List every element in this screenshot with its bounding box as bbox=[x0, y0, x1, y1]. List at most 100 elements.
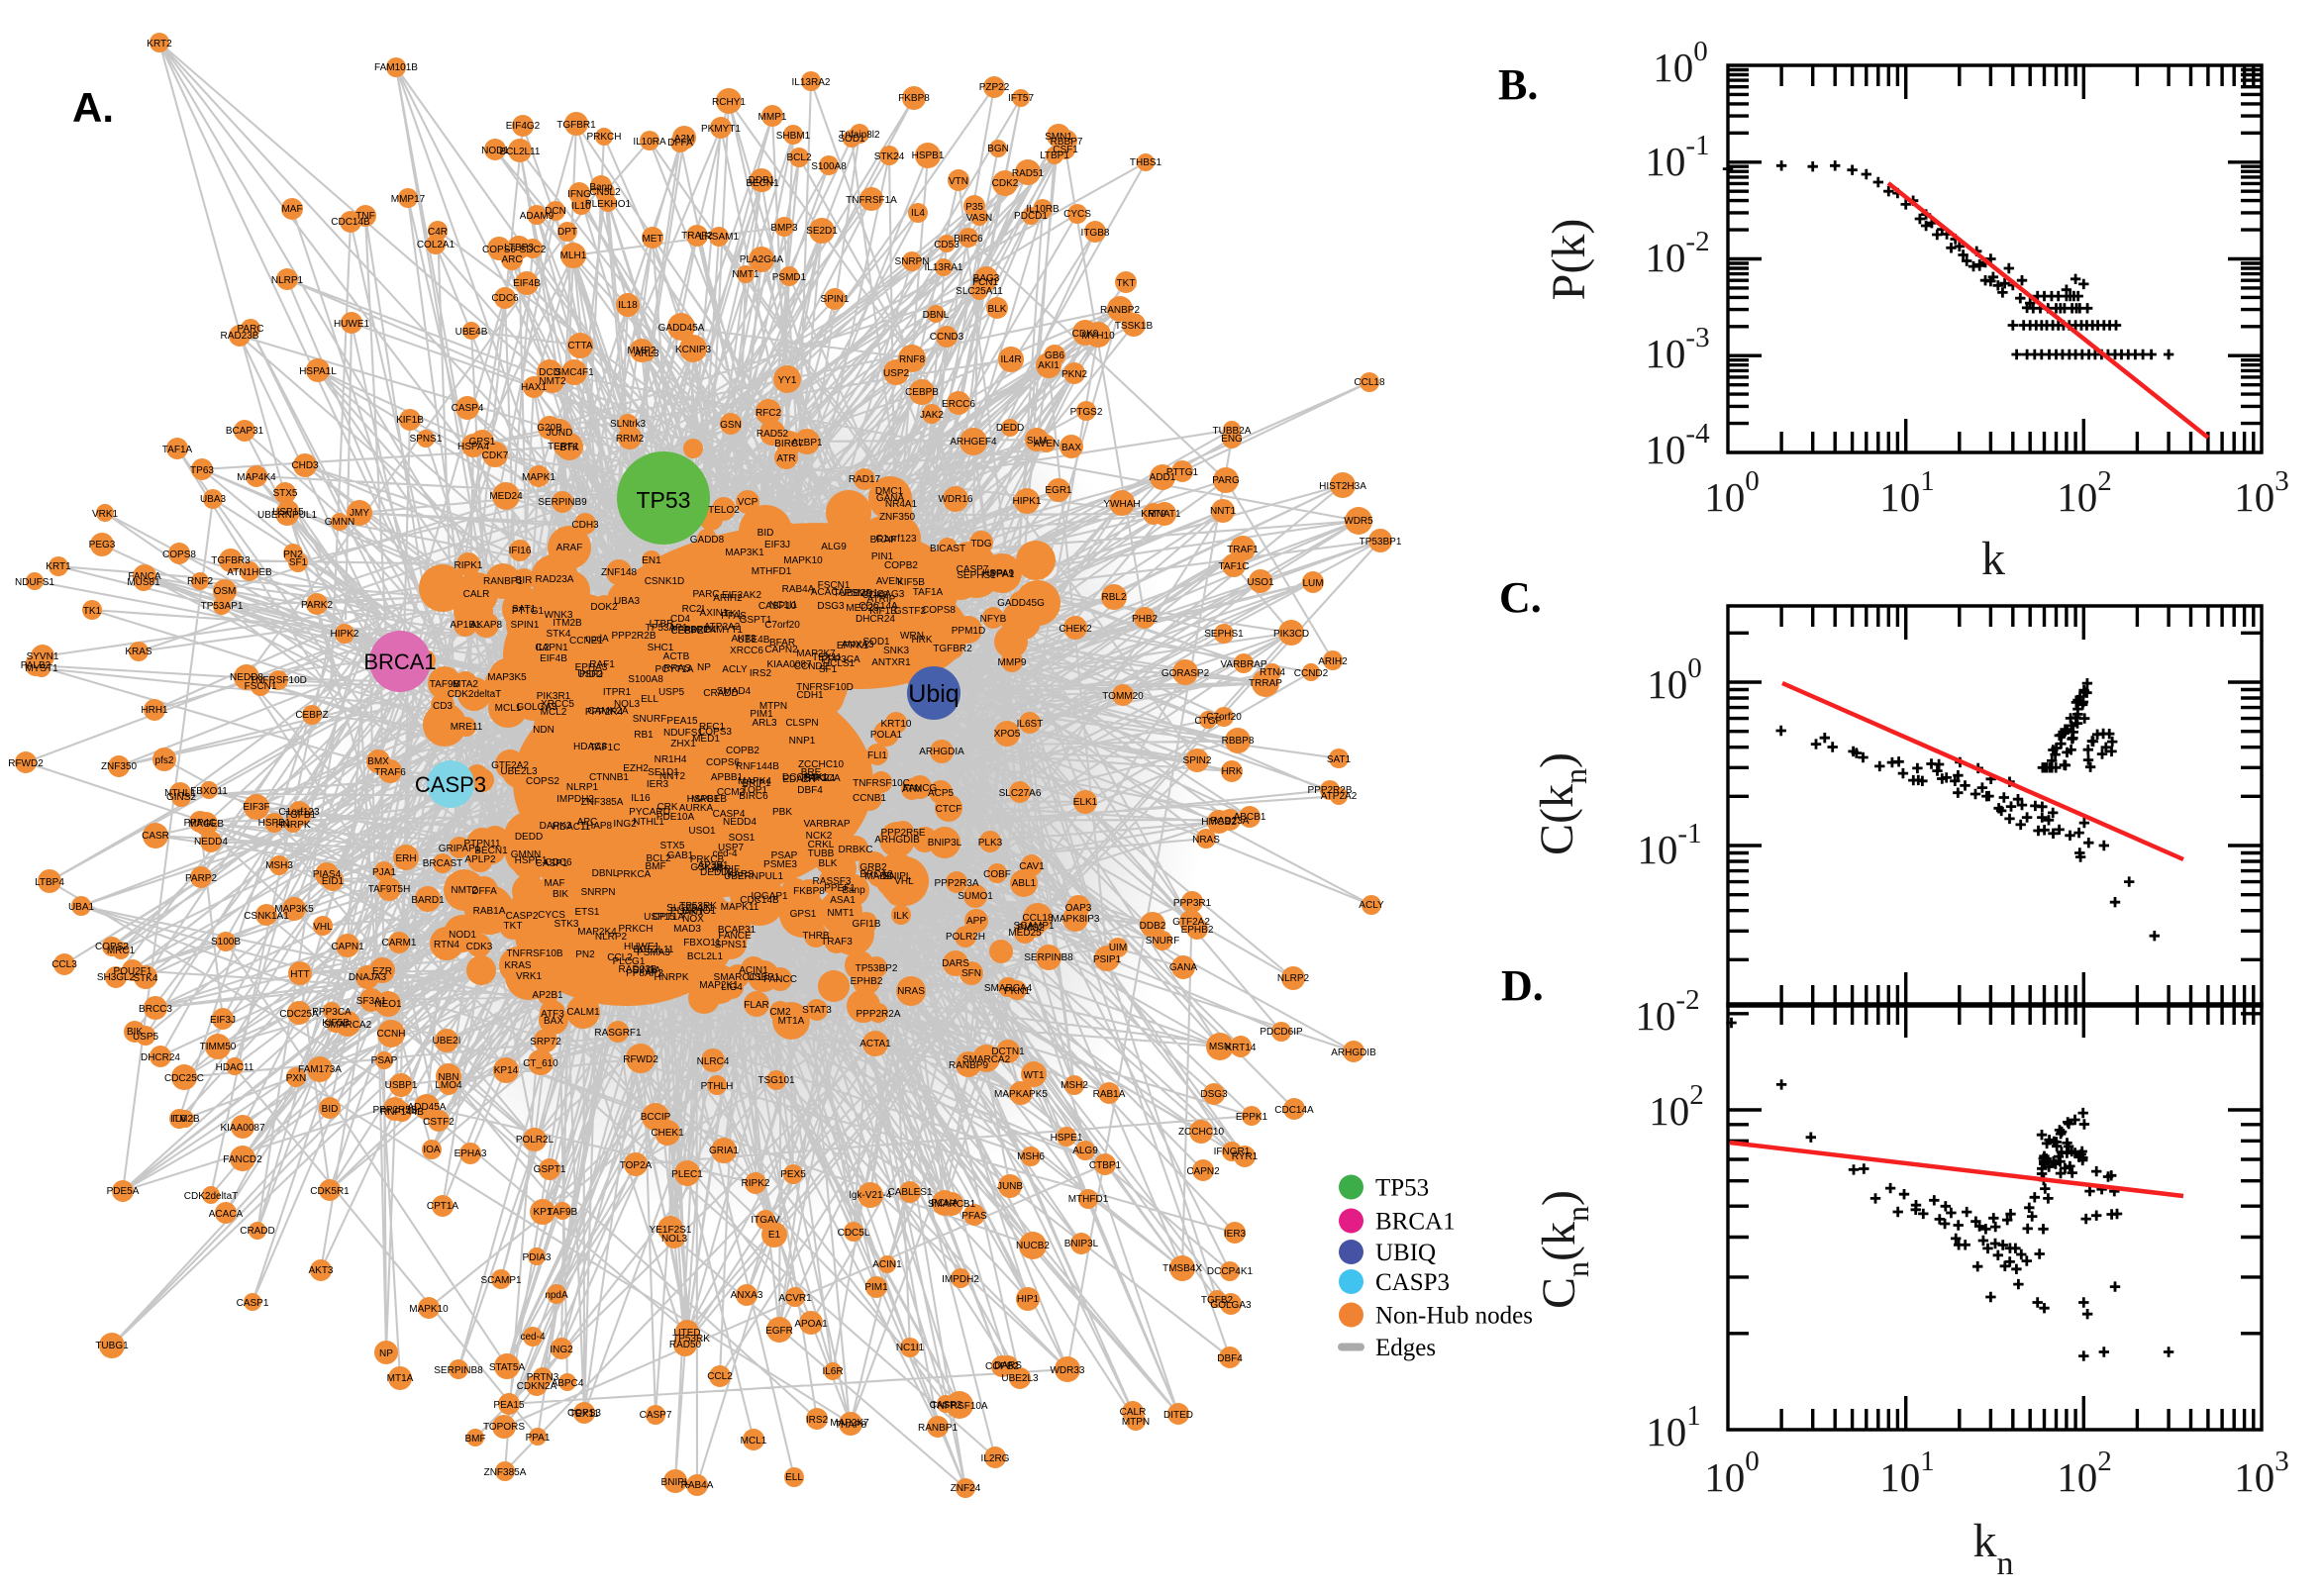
svg-text:RTN4: RTN4 bbox=[1260, 667, 1285, 678]
svg-text:LUM: LUM bbox=[1302, 578, 1323, 589]
svg-text:SMARCB1: SMARCB1 bbox=[928, 1199, 976, 1210]
svg-text:IFT57: IFT57 bbox=[1008, 93, 1035, 104]
svg-text:APC: APC bbox=[577, 817, 598, 828]
svg-text:MMP17: MMP17 bbox=[391, 194, 426, 205]
svg-text:IL18: IL18 bbox=[618, 300, 638, 311]
svg-text:UBERNPUL1: UBERNPUL1 bbox=[257, 510, 317, 521]
svg-text:TAF9T5H: TAF9T5H bbox=[368, 884, 411, 895]
svg-text:CCM2: CCM2 bbox=[717, 787, 746, 798]
svg-text:SCAMP1: SCAMP1 bbox=[480, 1275, 522, 1286]
svg-text:CASR: CASR bbox=[142, 831, 169, 842]
svg-text:SAT1: SAT1 bbox=[1327, 754, 1352, 765]
svg-text:BIRC6: BIRC6 bbox=[739, 791, 768, 802]
svg-text:MSH3: MSH3 bbox=[265, 860, 293, 871]
svg-text:IRS2: IRS2 bbox=[806, 1415, 829, 1426]
svg-text:BRCA1: BRCA1 bbox=[1375, 1209, 1456, 1236]
svg-text:PPP2R2B: PPP2R2B bbox=[1307, 785, 1352, 796]
svg-text:SPNS1: SPNS1 bbox=[715, 940, 748, 950]
svg-text:SEPHS1: SEPHS1 bbox=[957, 570, 996, 581]
svg-text:FKBP8: FKBP8 bbox=[898, 93, 930, 104]
svg-text:KARS: KARS bbox=[727, 869, 755, 880]
svg-text:ANXA3: ANXA3 bbox=[731, 1290, 763, 1301]
svg-text:SIN3A: SIN3A bbox=[633, 965, 661, 976]
svg-text:SUMO1: SUMO1 bbox=[958, 891, 993, 902]
svg-text:RAB4A: RAB4A bbox=[782, 584, 815, 595]
svg-text:SOS1: SOS1 bbox=[729, 833, 756, 844]
svg-text:SNURF: SNURF bbox=[1146, 936, 1179, 947]
svg-text:TK1: TK1 bbox=[724, 609, 743, 620]
svg-text:WT1: WT1 bbox=[1023, 1070, 1045, 1081]
svg-text:ATR: ATR bbox=[776, 453, 795, 464]
svg-text:FSCN1: FSCN1 bbox=[818, 580, 851, 591]
svg-text:ARL3: ARL3 bbox=[752, 718, 776, 729]
svg-text:EIF3J: EIF3J bbox=[210, 1015, 236, 1026]
svg-text:HCLS1: HCLS1 bbox=[823, 658, 856, 669]
svg-text:IL10: IL10 bbox=[571, 201, 591, 212]
svg-text:KRT14: KRT14 bbox=[1226, 1043, 1257, 1053]
svg-text:MCL1: MCL1 bbox=[741, 1436, 767, 1446]
svg-text:SAT1: SAT1 bbox=[512, 604, 537, 615]
svg-text:RANBP9: RANBP9 bbox=[949, 1060, 988, 1071]
svg-text:IL6: IL6 bbox=[172, 1114, 186, 1125]
svg-text:HIP1: HIP1 bbox=[1017, 1294, 1040, 1305]
svg-text:CALR: CALR bbox=[463, 589, 490, 600]
svg-text:HUWE1: HUWE1 bbox=[624, 942, 660, 952]
svg-text:YE1F2S1: YE1F2S1 bbox=[650, 1225, 692, 1236]
svg-text:FKBP8: FKBP8 bbox=[793, 886, 825, 897]
svg-text:NOL3: NOL3 bbox=[661, 1234, 688, 1245]
svg-text:BNIP3L: BNIP3L bbox=[1064, 1239, 1099, 1249]
svg-text:NOD1: NOD1 bbox=[481, 146, 509, 156]
svg-text:NBN: NBN bbox=[438, 1072, 458, 1083]
svg-text:CRK: CRK bbox=[656, 802, 677, 813]
svg-text:RYR1: RYR1 bbox=[1232, 1151, 1259, 1162]
svg-text:PSMD1: PSMD1 bbox=[845, 588, 879, 599]
svg-text:TNFRSF10D: TNFRSF10D bbox=[250, 675, 307, 686]
svg-text:Banp: Banp bbox=[842, 885, 865, 896]
svg-text:Ubiq: Ubiq bbox=[908, 680, 959, 708]
svg-text:TNFRSF10D: TNFRSF10D bbox=[796, 682, 854, 693]
svg-text:CYCS: CYCS bbox=[1063, 209, 1091, 220]
svg-text:ARHGDIB: ARHGDIB bbox=[874, 835, 920, 846]
svg-text:STX5: STX5 bbox=[659, 841, 684, 851]
svg-text:TP53AP1: TP53AP1 bbox=[201, 601, 244, 612]
svg-text:CDC14B: CDC14B bbox=[331, 217, 370, 228]
svg-text:TGFB2: TGFB2 bbox=[1201, 1295, 1234, 1306]
svg-text:MRE11: MRE11 bbox=[451, 722, 483, 733]
svg-text:CASP1: CASP1 bbox=[237, 1298, 269, 1309]
svg-text:SPIN2: SPIN2 bbox=[1183, 755, 1212, 766]
svg-text:TGFBR2: TGFBR2 bbox=[933, 644, 972, 654]
svg-text:S100B: S100B bbox=[211, 937, 241, 948]
svg-text:CASP10: CASP10 bbox=[758, 601, 797, 612]
svg-text:AP1B1: AP1B1 bbox=[450, 620, 481, 631]
svg-text:CCL18: CCL18 bbox=[1022, 913, 1054, 924]
svg-text:CAPN1: CAPN1 bbox=[331, 942, 364, 952]
svg-text:COPS8: COPS8 bbox=[162, 549, 196, 560]
svg-text:CASP1: CASP1 bbox=[536, 858, 568, 869]
svg-text:RIPK2: RIPK2 bbox=[742, 1178, 770, 1189]
svg-text:MT1A: MT1A bbox=[778, 1016, 805, 1027]
svg-text:BLK: BLK bbox=[988, 304, 1007, 315]
svg-text:CSNK1D: CSNK1D bbox=[645, 576, 685, 587]
svg-text:EDA2R: EDA2R bbox=[782, 774, 815, 785]
svg-text:HDAC8: HDAC8 bbox=[573, 742, 607, 752]
svg-text:C1orf123: C1orf123 bbox=[278, 807, 320, 818]
svg-text:FSCN1: FSCN1 bbox=[245, 681, 277, 692]
svg-text:MAP2K4: MAP2K4 bbox=[577, 927, 617, 938]
svg-text:BAG3: BAG3 bbox=[973, 273, 1000, 284]
svg-text:IL13RA2: IL13RA2 bbox=[792, 77, 831, 88]
svg-text:CCND2: CCND2 bbox=[794, 661, 829, 672]
svg-text:IL4R: IL4R bbox=[1000, 354, 1021, 365]
svg-text:BID: BID bbox=[758, 528, 774, 539]
svg-text:EIF4G2: EIF4G2 bbox=[506, 121, 541, 132]
svg-text:ATF3: ATF3 bbox=[541, 1009, 564, 1020]
svg-text:PEX5: PEX5 bbox=[780, 1169, 806, 1180]
svg-text:ANTXR1: ANTXR1 bbox=[871, 657, 911, 668]
svg-text:VTN: VTN bbox=[949, 176, 968, 187]
svg-text:MTPN: MTPN bbox=[759, 701, 787, 712]
svg-text:HRK: HRK bbox=[911, 635, 932, 646]
svg-text:APLP2: APLP2 bbox=[464, 854, 496, 865]
svg-text:NLRC4: NLRC4 bbox=[697, 1056, 730, 1067]
svg-text:DBF4: DBF4 bbox=[797, 785, 823, 796]
svg-text:RAD17: RAD17 bbox=[849, 474, 881, 485]
svg-text:MAP3K1: MAP3K1 bbox=[725, 548, 764, 558]
